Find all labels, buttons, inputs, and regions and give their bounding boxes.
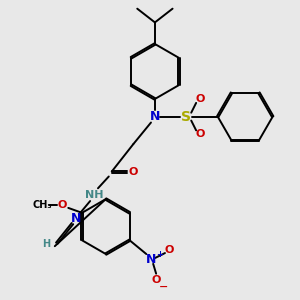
Text: O: O bbox=[195, 129, 205, 139]
Text: N: N bbox=[71, 212, 82, 225]
Text: H: H bbox=[42, 239, 50, 249]
Text: S: S bbox=[181, 110, 191, 124]
Text: CH₃: CH₃ bbox=[33, 200, 52, 210]
Text: O: O bbox=[129, 167, 138, 177]
Text: +: + bbox=[157, 250, 164, 259]
Text: O: O bbox=[152, 274, 161, 285]
Text: O: O bbox=[58, 200, 67, 210]
Text: N: N bbox=[146, 254, 156, 266]
Text: O: O bbox=[195, 94, 205, 104]
Text: −: − bbox=[159, 281, 169, 291]
Text: NH: NH bbox=[85, 190, 103, 200]
Text: N: N bbox=[150, 110, 160, 123]
Text: O: O bbox=[164, 245, 174, 255]
